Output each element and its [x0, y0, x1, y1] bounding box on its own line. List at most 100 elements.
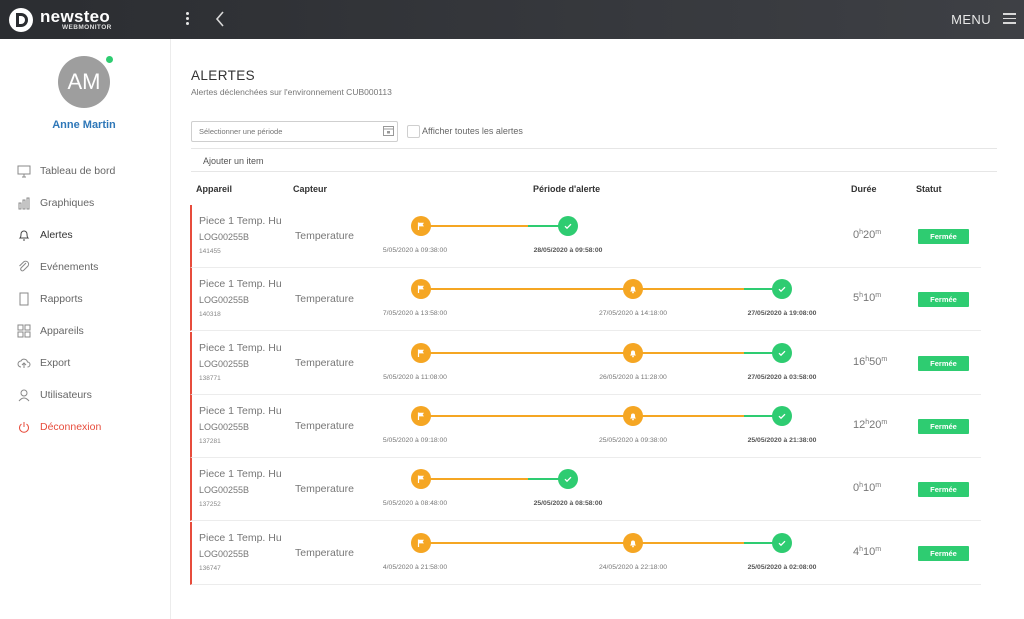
- table-row[interactable]: Piece 1 Temp. Hu LOG00255B 138771 Temperatu…: [190, 331, 981, 395]
- show-all-checkbox[interactable]: [407, 125, 420, 138]
- table-row[interactable]: Piece 1 Temp. Hu LOG00255B 140318 Temperatu…: [190, 268, 981, 332]
- hours-unit: h: [865, 355, 870, 363]
- sidebar-item-export[interactable]: Export: [0, 347, 170, 379]
- sidebar-item-graphiques[interactable]: Graphiques: [0, 187, 170, 219]
- duration-hours: 0: [853, 482, 860, 495]
- header-device[interactable]: Appareil: [196, 184, 233, 194]
- add-item-label: Ajouter un item: [203, 156, 264, 166]
- calendar-icon[interactable]: [383, 125, 394, 136]
- status-badge: Fermée: [918, 229, 969, 244]
- main-content: ALERTES Alertes déclenchées sur l'enviro…: [171, 39, 1024, 619]
- monitor-icon: [17, 165, 31, 178]
- alert-duration: 16h50m: [853, 356, 887, 368]
- alert-timeline: 7/05/2020 à 13:58:00 27/05/2020 à 14:18:0…: [382, 268, 832, 331]
- alert-timeline: 5/05/2020 à 09:18:00 25/05/2020 à 09:38:0…: [382, 395, 832, 458]
- sensor-name: Temperature: [295, 293, 354, 306]
- status-badge: Fermée: [918, 545, 969, 561]
- alert-notification-marker[interactable]: [623, 342, 643, 363]
- alert-start-marker[interactable]: [411, 216, 431, 236]
- alert-start-marker[interactable]: [411, 405, 431, 426]
- sidebar-item-appareils[interactable]: Appareils: [0, 315, 170, 347]
- device-name[interactable]: Piece 1 Temp. Hu: [199, 215, 282, 227]
- alert-notification-marker[interactable]: [623, 279, 643, 300]
- alert-end-marker[interactable]: [772, 342, 792, 363]
- sidebar-item-deconnexion[interactable]: Déconnexion: [0, 411, 170, 443]
- chevron-left-icon[interactable]: [212, 8, 228, 30]
- alert-start-marker[interactable]: [411, 342, 431, 363]
- brand[interactable]: newsteo WEBMONITOR: [40, 8, 111, 31]
- power-icon: [19, 422, 29, 433]
- bell-icon: [630, 540, 636, 547]
- check-icon: [778, 287, 786, 293]
- device-name[interactable]: Piece 1 Temp. Hu: [199, 278, 282, 291]
- alert-notification-marker[interactable]: [623, 532, 643, 553]
- duration-minutes: 20: [869, 418, 882, 431]
- sidebar-item-evenements[interactable]: Evénements: [0, 251, 170, 283]
- alert-end-marker[interactable]: [772, 405, 792, 426]
- avatar[interactable]: AM: [58, 56, 110, 108]
- alert-start-date: 5/05/2020 à 09:38:00: [382, 247, 448, 254]
- minutes-unit: m: [875, 545, 882, 553]
- timeline-closed-segment: [528, 225, 568, 227]
- header-duration[interactable]: Durée: [851, 184, 877, 194]
- device-name[interactable]: Piece 1 Temp. Hu: [199, 341, 282, 354]
- flag-icon: [417, 349, 424, 357]
- table-row[interactable]: Piece 1 Temp. Hu LOG00255B 137252 Temperatu…: [190, 458, 981, 522]
- alert-end-date: 27/05/2020 à 03:58:00: [747, 373, 817, 381]
- alert-end-marker[interactable]: [772, 279, 792, 300]
- bar-chart-icon: [18, 197, 30, 210]
- sidebar-item-tableau-de-bord[interactable]: Tableau de bord: [0, 155, 170, 187]
- alert-end-date: 28/05/2020 à 09:58:00: [533, 247, 603, 254]
- sidebar-item-rapports[interactable]: Rapports: [0, 283, 170, 315]
- sidebar-nav: Tableau de bord Graphiques Alertes Evéne…: [0, 155, 170, 443]
- check-icon: [778, 413, 786, 420]
- table-row[interactable]: Piece 1 Temp. Hu LOG00255B 136747 Temperatu…: [190, 521, 981, 585]
- top-bar: newsteo WEBMONITOR MENU: [0, 0, 1024, 39]
- alert-start-marker[interactable]: [411, 532, 431, 553]
- device-name[interactable]: Piece 1 Temp. Hu: [199, 468, 282, 481]
- alert-timeline: 5/05/2020 à 11:08:00 26/05/2020 à 11:28:0…: [382, 332, 832, 395]
- check-icon: [564, 476, 572, 483]
- header-sensor[interactable]: Capteur: [293, 184, 328, 194]
- duration-hours: 0: [853, 229, 860, 241]
- newsteo-logo-icon[interactable]: [8, 7, 34, 33]
- alert-timeline: 5/05/2020 à 08:48:00 25/05/2020 à 08:58:0…: [382, 458, 832, 521]
- alert-start-date: 5/05/2020 à 08:48:00: [382, 500, 448, 508]
- sidebar-item-label: Tableau de bord: [40, 165, 116, 177]
- add-item-row[interactable]: Ajouter un item: [191, 148, 997, 172]
- show-all-label[interactable]: Afficher toutes les alertes: [422, 126, 523, 136]
- alert-notification-date: 24/05/2020 à 22:18:00: [598, 563, 668, 571]
- alert-end-marker[interactable]: [558, 216, 578, 236]
- sensor-name: Temperature: [295, 356, 354, 369]
- sidebar-item-utilisateurs[interactable]: Utilisateurs: [0, 379, 170, 411]
- user-name[interactable]: Anne Martin: [52, 119, 116, 131]
- status-badge: Fermée: [918, 418, 969, 434]
- minutes-unit: m: [881, 418, 888, 426]
- duration-minutes: 50: [869, 355, 882, 368]
- hamburger-icon[interactable]: [1003, 13, 1016, 24]
- timeline-alert-segment: [421, 414, 633, 417]
- table-row[interactable]: Piece 1 Temp. Hu LOG00255B 137281 Temperatu…: [190, 394, 981, 458]
- alert-start-marker[interactable]: [411, 469, 431, 490]
- sidebar-item-label: Appareils: [40, 325, 84, 337]
- kebab-menu-icon[interactable]: [181, 10, 193, 28]
- alert-end-date: 27/05/2020 à 19:08:00: [747, 310, 817, 318]
- check-icon: [778, 350, 786, 356]
- menu-button[interactable]: MENU: [951, 12, 991, 27]
- alert-notification-marker[interactable]: [623, 405, 643, 426]
- alert-end-date: 25/05/2020 à 08:58:00: [533, 500, 603, 508]
- period-input[interactable]: [191, 121, 398, 142]
- device-name[interactable]: Piece 1 Temp. Hu: [199, 531, 282, 544]
- header-period[interactable]: Période d'alerte: [533, 184, 601, 194]
- hours-unit: h: [859, 482, 864, 490]
- alert-start-marker[interactable]: [411, 279, 431, 300]
- table-row[interactable]: Piece 1 Temp. Hu LOG00255B 141455 Temperatu…: [190, 205, 981, 268]
- sidebar-item-label: Evénements: [40, 261, 99, 273]
- sidebar-item-alertes[interactable]: Alertes: [0, 219, 170, 251]
- alert-end-marker[interactable]: [772, 532, 792, 553]
- alert-end-marker[interactable]: [558, 469, 578, 490]
- device-name[interactable]: Piece 1 Temp. Hu: [199, 404, 282, 417]
- alert-start-date: 7/05/2020 à 13:58:00: [382, 310, 448, 318]
- status-badge: Fermée: [918, 482, 969, 498]
- header-status[interactable]: Statut: [916, 184, 942, 194]
